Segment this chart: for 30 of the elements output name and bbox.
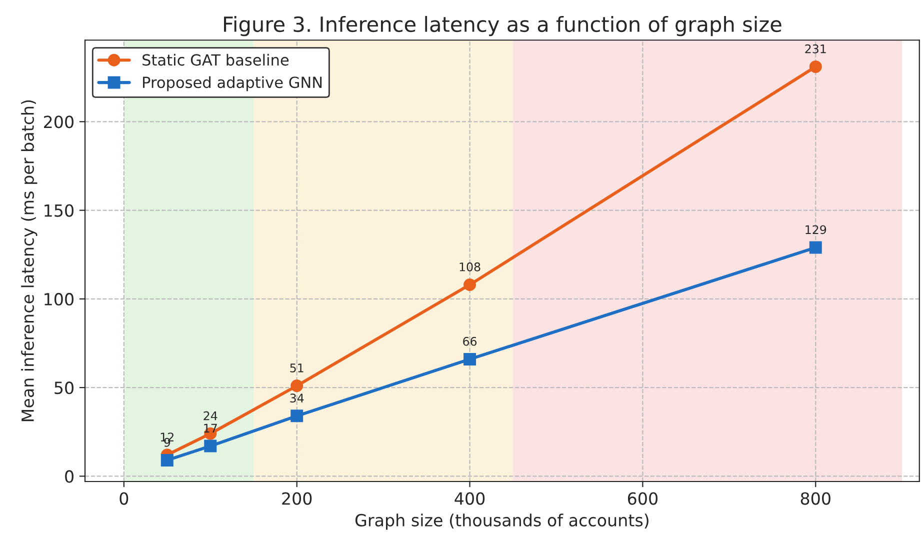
y-tick-label: 100 — [44, 292, 74, 306]
point — [290, 380, 304, 392]
data-label: 108 — [460, 262, 480, 272]
point — [204, 440, 217, 452]
y-tick-label: 150 — [44, 204, 74, 217]
legend-label: Static GAT baseline — [142, 54, 289, 66]
x-tick-label: 200 — [282, 492, 312, 505]
chart-title: Figure 3. Inference latency as a function of graph size — [224, 16, 782, 36]
y-tick-label: 50 — [54, 382, 74, 394]
x-tick-label: 800 — [800, 492, 830, 505]
y-tick-label: 200 — [44, 116, 74, 128]
data-label: 34 — [290, 394, 304, 403]
data-label: 24 — [204, 411, 218, 420]
point — [464, 278, 476, 291]
point — [464, 352, 476, 366]
data-label: 231 — [805, 44, 826, 54]
y-tick-label: 0 — [65, 470, 74, 483]
y-axis-title: Mean inference latency (ms per batch) — [21, 100, 38, 422]
x-tick-label: 600 — [628, 492, 658, 505]
point — [290, 410, 304, 422]
point — [809, 60, 822, 73]
data-label: 129 — [806, 225, 826, 234]
x-axis-title: Graph size (thousands of accounts) — [355, 514, 648, 530]
data-label: 51 — [290, 364, 304, 372]
point — [160, 454, 174, 466]
legend-label: Proposed adaptive GNN — [143, 76, 322, 92]
x-tick-label: 400 — [454, 492, 485, 505]
data-label: 66 — [463, 336, 477, 346]
x-tick-label: 0 — [120, 492, 128, 505]
point — [809, 241, 822, 254]
